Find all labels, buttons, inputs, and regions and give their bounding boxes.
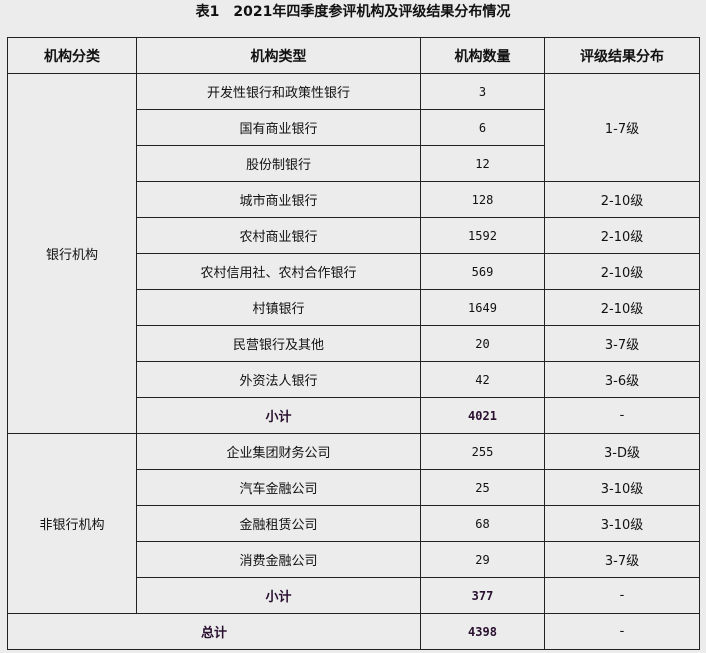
table-row: 农村商业银行 1592 2-10级: [8, 217, 700, 254]
rating-cell: 3-7级: [544, 541, 700, 578]
table-row: 国有商业银行 6: [8, 109, 700, 146]
count-cell: 68: [420, 505, 545, 542]
count-cell: 255: [420, 433, 545, 470]
type-cell: 农村商业银行: [136, 217, 421, 254]
subtotal-rating: -: [544, 577, 700, 614]
total-count: 4398: [420, 613, 545, 650]
total-rating: -: [544, 613, 700, 650]
type-cell: 汽车金融公司: [136, 469, 421, 506]
subtotal-row: 小计 377 -: [8, 577, 700, 614]
count-cell: 20: [420, 325, 545, 362]
header-type: 机构类型: [136, 37, 421, 74]
rating-cell: 2-10级: [544, 253, 700, 290]
table-row: 汽车金融公司 25 3-10级: [8, 469, 700, 506]
header-rating: 评级结果分布: [544, 37, 700, 74]
category-bank: 银行机构: [7, 73, 137, 434]
count-cell: 12: [420, 145, 545, 182]
type-cell: 民营银行及其他: [136, 325, 421, 362]
subtotal-label: 小计: [136, 397, 421, 434]
rating-cell: 3-10级: [544, 505, 700, 542]
count-cell: 25: [420, 469, 545, 506]
header-category: 机构分类: [7, 37, 137, 74]
table-row: 非银行机构 企业集团财务公司 255 3-D级: [7, 433, 700, 614]
rating-distribution-table: 机构分类 机构类型 机构数量 评级结果分布 银行机构 开发性银行和政策性银行 3…: [7, 37, 700, 650]
header-row: 机构分类 机构类型 机构数量 评级结果分布: [7, 37, 700, 74]
count-cell: 3: [420, 73, 545, 110]
count-cell: 6: [420, 109, 545, 146]
rating-cell: 2-10级: [544, 289, 700, 326]
header-count: 机构数量: [420, 37, 545, 74]
type-cell: 消费金融公司: [136, 541, 421, 578]
table-row: 农村信用社、农村合作银行 569 2-10级: [8, 253, 700, 290]
type-cell: 城市商业银行: [136, 181, 421, 218]
rating-cell: 1-7级: [544, 73, 700, 182]
count-cell: 128: [420, 181, 545, 218]
table-title: 表1 2021年四季度参评机构及评级结果分布情况: [195, 4, 511, 20]
subtotal-label: 小计: [136, 577, 421, 614]
type-cell: 金融租赁公司: [136, 505, 421, 542]
rating-cell: 3-10级: [544, 469, 700, 506]
total-label: 总计: [7, 613, 421, 650]
table-row: 消费金融公司 29 3-7级: [8, 541, 700, 578]
subtotal-rating: -: [544, 397, 700, 434]
rating-cell: 3-6级: [544, 361, 700, 398]
count-cell: 1592: [420, 217, 545, 254]
rating-cell: 2-10级: [544, 181, 700, 218]
subtotal-count: 377: [420, 577, 545, 614]
type-cell: 农村信用社、农村合作银行: [136, 253, 421, 290]
rating-cell: 3-D级: [544, 433, 700, 470]
subtotal-count: 4021: [420, 397, 545, 434]
count-cell: 29: [420, 541, 545, 578]
type-cell: 外资法人银行: [136, 361, 421, 398]
table-row: 银行机构 开发性银行和政策性银行 3 1-7级: [7, 73, 700, 434]
total-row: 总计 4398 -: [7, 613, 700, 650]
type-cell: 股份制银行: [136, 145, 421, 182]
type-cell: 村镇银行: [136, 289, 421, 326]
type-cell: 企业集团财务公司: [136, 433, 421, 470]
type-cell: 国有商业银行: [136, 109, 421, 146]
rating-cell: 3-7级: [544, 325, 700, 362]
count-cell: 569: [420, 253, 545, 290]
count-cell: 42: [420, 361, 545, 398]
table-row: 民营银行及其他 20 3-7级: [8, 325, 700, 362]
category-nonbank: 非银行机构: [7, 433, 137, 614]
count-cell: 1649: [420, 289, 545, 326]
table-row: 金融租赁公司 68 3-10级: [8, 505, 700, 542]
rating-cell: 2-10级: [544, 217, 700, 254]
type-cell: 开发性银行和政策性银行: [136, 73, 421, 110]
table-row: 城市商业银行 128 2-10级: [8, 181, 700, 218]
